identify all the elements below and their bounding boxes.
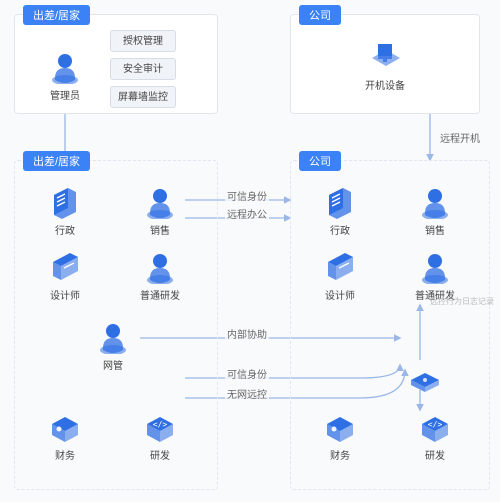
person-icon [418, 185, 452, 219]
node-c_sales: 销售 [410, 185, 460, 237]
panel-header-company: 公司 [299, 151, 341, 171]
node-label-c_designer: 设计师 [315, 287, 365, 302]
code-icon [143, 410, 177, 444]
node-r_dev: 普通研发 [135, 250, 185, 302]
node-c_router [400, 360, 450, 394]
panel-header-company_top: 公司 [299, 5, 341, 25]
edge-label-4: 内部协助 [225, 326, 269, 341]
box-icon [48, 410, 82, 444]
node-label-r_netadmin: 网管 [88, 357, 138, 372]
edge-label-6: 无网远控 [225, 386, 269, 401]
node-c_designer: 设计师 [315, 250, 365, 302]
node-label-c_sales: 销售 [410, 222, 460, 237]
person-icon [418, 250, 452, 284]
node-r_sales: 销售 [135, 185, 185, 237]
panel-header-remote: 出差/居家 [23, 151, 90, 171]
node-c_rd: 研发 [410, 410, 460, 462]
code-icon [418, 410, 452, 444]
doc-icon [323, 185, 357, 219]
person-icon [48, 50, 82, 84]
pill-auth: 授权管理 [110, 30, 176, 52]
node-c_dev: 普通研发 [410, 250, 460, 302]
edge-label-3: 远程办公 [225, 206, 269, 221]
node-label-c_rd: 研发 [410, 447, 460, 462]
doc-icon [48, 185, 82, 219]
node-label-r_admin: 行政 [40, 222, 90, 237]
node-r_rd: 研发 [135, 410, 185, 462]
node-r_netadmin: 网管 [88, 320, 138, 372]
tablet-icon [323, 250, 357, 284]
person-icon [96, 320, 130, 354]
node-label-r_dev: 普通研发 [135, 287, 185, 302]
node-r_finance: 财务 [40, 410, 90, 462]
person-icon [143, 250, 177, 284]
node-bootDevice: 开机设备 [360, 40, 410, 92]
footnote: 远控行为日志记录 [430, 296, 494, 307]
pc-icon [368, 40, 402, 74]
node-label-r_rd: 研发 [135, 447, 185, 462]
node-label-c_admin: 行政 [315, 222, 365, 237]
pill-audit: 安全审计 [110, 58, 176, 80]
edge-label-1: 远程开机 [438, 130, 482, 145]
pill-screen: 屏幕墙监控 [110, 86, 176, 108]
panel-header-admin: 出差/居家 [23, 5, 90, 25]
node-r_admin: 行政 [40, 185, 90, 237]
tablet-icon [48, 250, 82, 284]
node-c_admin: 行政 [315, 185, 365, 237]
node-r_designer: 设计师 [40, 250, 90, 302]
box-icon [323, 410, 357, 444]
node-label-c_finance: 财务 [315, 447, 365, 462]
router-icon [408, 360, 442, 394]
node-label-r_finance: 财务 [40, 447, 90, 462]
node-label-r_designer: 设计师 [40, 287, 90, 302]
node-c_finance: 财务 [315, 410, 365, 462]
node-adminUser: 管理员 [40, 50, 90, 102]
edge-label-5: 可信身份 [225, 366, 269, 381]
node-label-r_sales: 销售 [135, 222, 185, 237]
person-icon [143, 185, 177, 219]
node-label-adminUser: 管理员 [40, 87, 90, 102]
edge-label-2: 可信身份 [225, 188, 269, 203]
node-label-bootDevice: 开机设备 [360, 77, 410, 92]
